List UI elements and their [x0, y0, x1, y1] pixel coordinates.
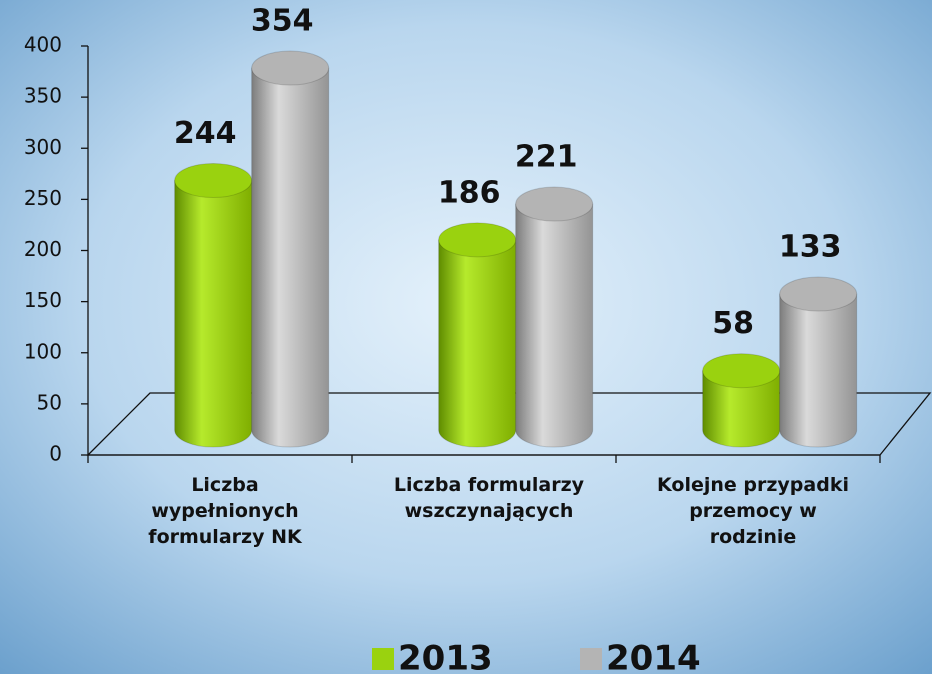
bar — [438, 239, 517, 448]
value-label: 221 — [515, 140, 578, 175]
x-tick-label-box: Liczba wypełnionych formularzy NK — [148, 474, 302, 548]
bar-top — [515, 186, 594, 222]
x-tick-label: Liczba formularzy wszczynających — [393, 474, 585, 522]
value-label: 354 — [251, 4, 314, 39]
y-tick-label: 0 — [49, 442, 62, 466]
bar-top — [702, 353, 781, 389]
value-label: 244 — [174, 116, 237, 151]
y-tick-label: 100 — [24, 339, 62, 363]
bar-top — [251, 50, 330, 86]
x-tick-label-box: Kolejne przypadki przemocy w rodzinie — [657, 474, 849, 548]
bar — [251, 67, 330, 448]
bar — [515, 203, 594, 448]
x-tick-label: Liczba wypełnionych formularzy NK — [148, 474, 302, 548]
x-tick-label-box: Liczba formularzy wszczynających — [393, 474, 585, 522]
y-tick-label: 350 — [24, 84, 62, 108]
bar — [702, 370, 781, 448]
y-tick-label: 250 — [24, 186, 62, 210]
value-label: 186 — [438, 175, 501, 210]
y-tick-label: 400 — [24, 33, 62, 57]
bar — [174, 180, 253, 448]
x-tick-label: Kolejne przypadki przemocy w rodzinie — [657, 474, 849, 548]
y-tick-label: 150 — [24, 288, 62, 312]
value-label: 58 — [712, 306, 754, 341]
y-tick-label: 300 — [24, 135, 62, 159]
y-tick-label: 50 — [37, 390, 62, 414]
bar-top — [438, 222, 517, 258]
legend-label: 2013 — [398, 639, 493, 674]
bar-top — [779, 276, 858, 312]
legend-swatch — [372, 648, 394, 670]
y-tick-label: 200 — [24, 237, 62, 261]
legend-swatch — [580, 648, 602, 670]
legend-label: 2014 — [606, 639, 701, 674]
bar-top — [174, 163, 253, 199]
bar — [779, 293, 858, 448]
value-label: 133 — [779, 230, 842, 265]
